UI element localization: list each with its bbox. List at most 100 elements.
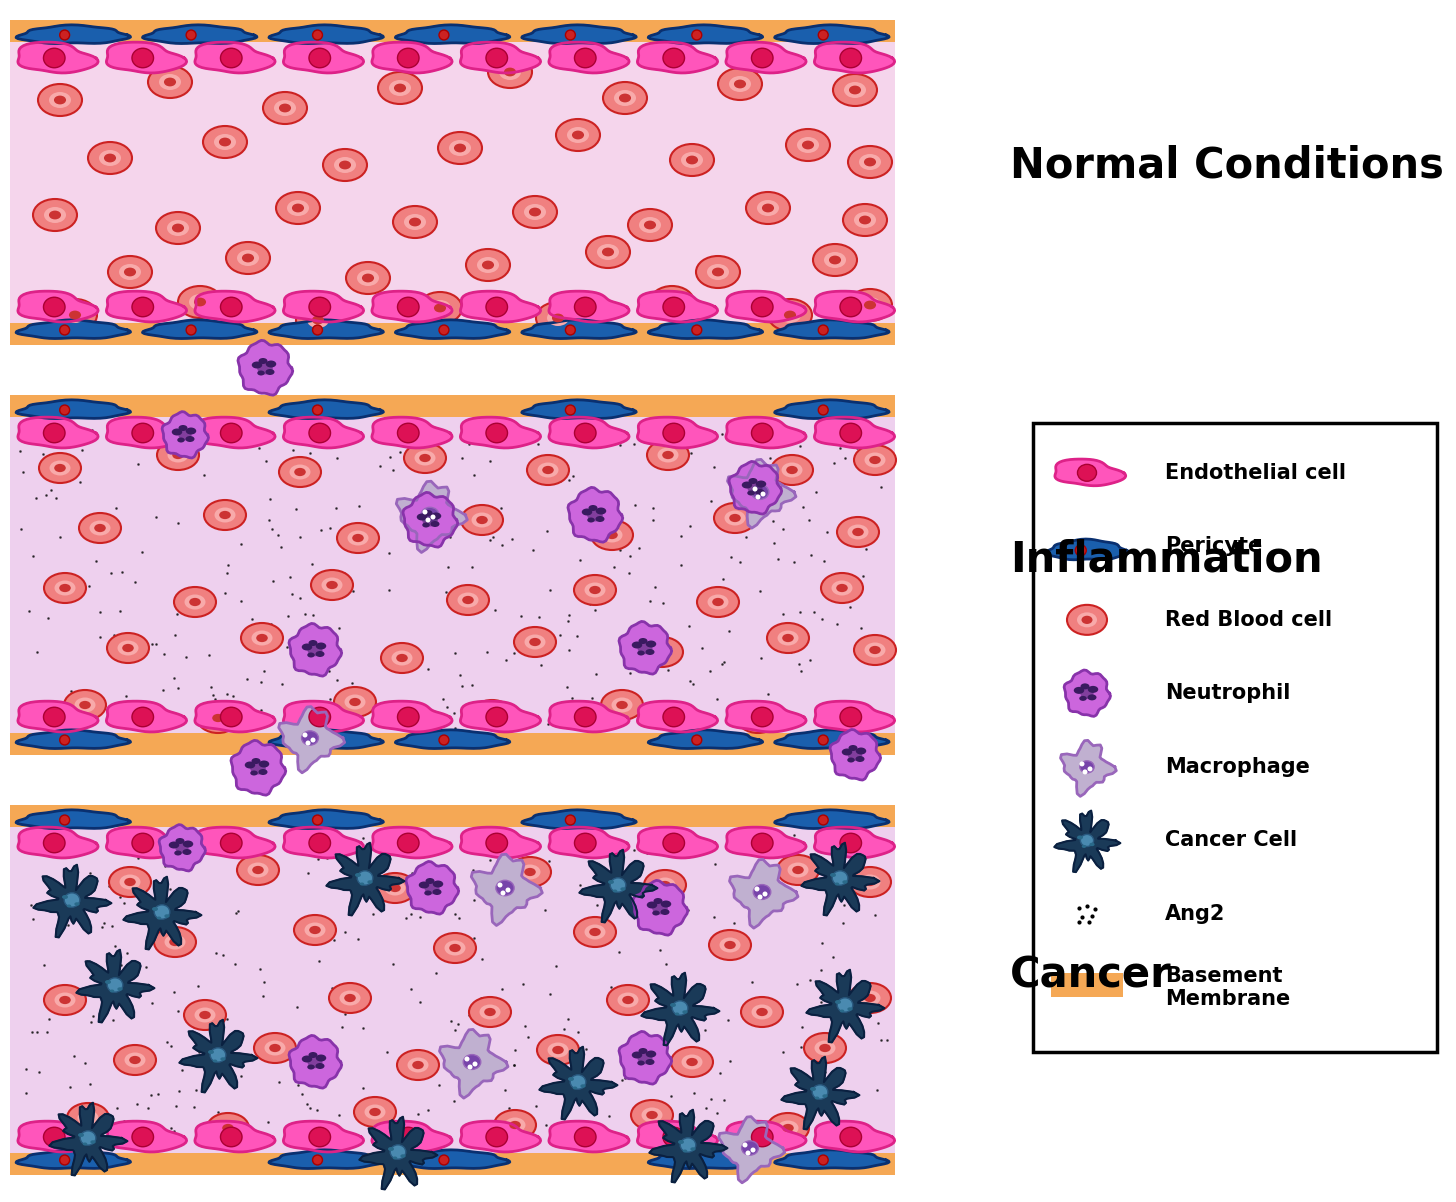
- Bar: [10, 323, 895, 345]
- Ellipse shape: [220, 423, 242, 442]
- Ellipse shape: [662, 48, 684, 67]
- Ellipse shape: [250, 762, 266, 774]
- Ellipse shape: [486, 1127, 508, 1147]
- Ellipse shape: [818, 30, 828, 40]
- Ellipse shape: [384, 881, 406, 895]
- Ellipse shape: [175, 851, 182, 856]
- Polygon shape: [17, 291, 98, 322]
- Ellipse shape: [296, 304, 341, 337]
- Polygon shape: [195, 291, 275, 322]
- Ellipse shape: [1079, 696, 1086, 701]
- Polygon shape: [288, 624, 342, 677]
- Ellipse shape: [818, 325, 828, 335]
- Ellipse shape: [95, 524, 106, 532]
- Polygon shape: [648, 320, 763, 339]
- Ellipse shape: [649, 286, 695, 319]
- Ellipse shape: [751, 1005, 773, 1019]
- Bar: [10, 42, 895, 323]
- Polygon shape: [17, 42, 98, 73]
- Ellipse shape: [639, 638, 648, 644]
- Ellipse shape: [119, 264, 141, 280]
- Ellipse shape: [646, 1051, 657, 1058]
- Ellipse shape: [804, 1033, 846, 1063]
- Circle shape: [505, 887, 511, 893]
- Ellipse shape: [644, 221, 657, 230]
- Polygon shape: [719, 1117, 785, 1183]
- Polygon shape: [727, 417, 807, 448]
- Circle shape: [303, 732, 307, 738]
- Circle shape: [753, 487, 757, 492]
- Polygon shape: [549, 417, 629, 448]
- Ellipse shape: [44, 297, 66, 317]
- Ellipse shape: [179, 426, 188, 432]
- Ellipse shape: [217, 1120, 239, 1136]
- Ellipse shape: [60, 325, 70, 335]
- Ellipse shape: [847, 757, 855, 762]
- Ellipse shape: [1067, 605, 1107, 635]
- Ellipse shape: [708, 595, 728, 609]
- Ellipse shape: [381, 643, 424, 673]
- Ellipse shape: [220, 48, 242, 67]
- Ellipse shape: [644, 870, 686, 900]
- Ellipse shape: [345, 695, 365, 709]
- Ellipse shape: [165, 915, 170, 918]
- Ellipse shape: [175, 587, 215, 617]
- Ellipse shape: [818, 405, 828, 415]
- Ellipse shape: [266, 361, 277, 368]
- Text: Red Blood cell: Red Blood cell: [1165, 609, 1332, 630]
- Ellipse shape: [842, 749, 852, 756]
- Ellipse shape: [176, 838, 185, 844]
- Ellipse shape: [316, 1054, 326, 1061]
- Ellipse shape: [865, 994, 875, 1002]
- Ellipse shape: [581, 1084, 585, 1088]
- Ellipse shape: [258, 362, 272, 375]
- Ellipse shape: [313, 815, 322, 825]
- Ellipse shape: [1080, 834, 1093, 846]
- Ellipse shape: [1089, 843, 1095, 846]
- Ellipse shape: [725, 511, 745, 525]
- Ellipse shape: [440, 736, 448, 745]
- Ellipse shape: [364, 1105, 386, 1119]
- Ellipse shape: [265, 369, 275, 375]
- Ellipse shape: [419, 454, 431, 462]
- Ellipse shape: [855, 635, 895, 665]
- Ellipse shape: [293, 203, 304, 213]
- Ellipse shape: [434, 933, 476, 963]
- Ellipse shape: [304, 922, 326, 938]
- Ellipse shape: [639, 218, 661, 233]
- Circle shape: [1082, 769, 1088, 774]
- Ellipse shape: [387, 1147, 395, 1152]
- Ellipse shape: [165, 934, 185, 950]
- Ellipse shape: [322, 577, 342, 593]
- Ellipse shape: [301, 1055, 312, 1063]
- Polygon shape: [638, 701, 718, 732]
- Ellipse shape: [622, 996, 633, 1004]
- Ellipse shape: [686, 155, 697, 165]
- Ellipse shape: [510, 1121, 521, 1129]
- Text: Inflammation: Inflammation: [1010, 538, 1322, 581]
- Ellipse shape: [824, 252, 846, 268]
- Ellipse shape: [678, 1139, 684, 1144]
- Ellipse shape: [692, 736, 702, 745]
- Ellipse shape: [767, 623, 810, 653]
- Ellipse shape: [734, 79, 745, 89]
- Ellipse shape: [172, 428, 182, 435]
- Ellipse shape: [77, 1111, 99, 1125]
- Polygon shape: [396, 730, 510, 749]
- Ellipse shape: [834, 882, 839, 886]
- Ellipse shape: [568, 1077, 574, 1081]
- Polygon shape: [782, 1057, 859, 1130]
- Polygon shape: [396, 320, 510, 339]
- Ellipse shape: [863, 300, 877, 309]
- Ellipse shape: [590, 928, 601, 936]
- Circle shape: [431, 514, 435, 519]
- Ellipse shape: [582, 508, 593, 516]
- Ellipse shape: [836, 584, 847, 593]
- Ellipse shape: [486, 710, 498, 719]
- Polygon shape: [1064, 670, 1111, 716]
- Circle shape: [763, 892, 767, 897]
- Polygon shape: [814, 1121, 894, 1152]
- Ellipse shape: [869, 645, 881, 654]
- Ellipse shape: [416, 513, 427, 520]
- Ellipse shape: [757, 200, 779, 216]
